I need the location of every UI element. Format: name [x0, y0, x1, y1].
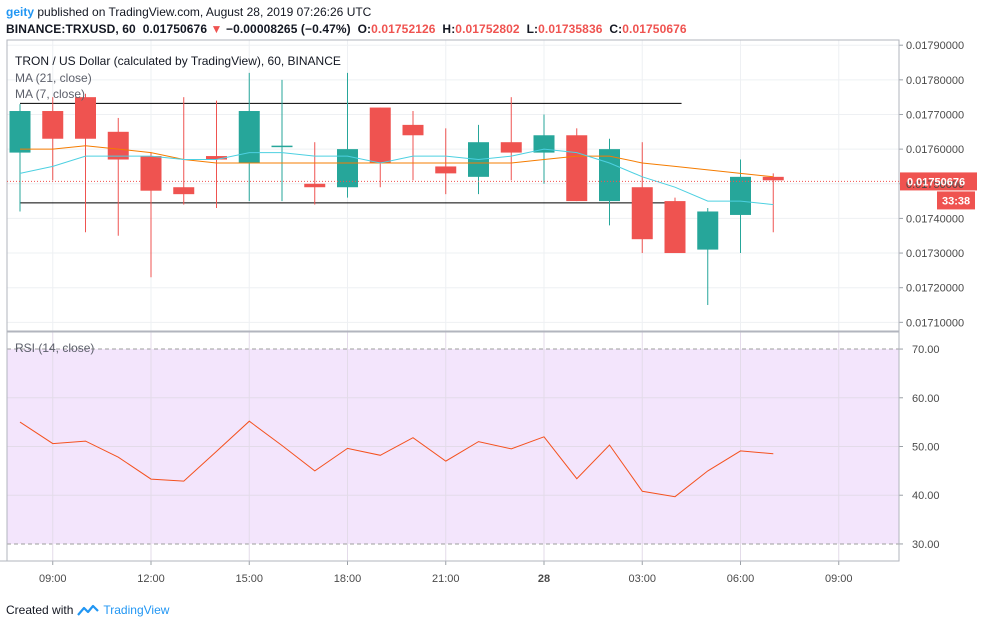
candle-body [238, 111, 260, 163]
candle-body [762, 176, 784, 181]
price-axis-tick-label: 0.01770000 [906, 109, 964, 121]
time-axis-tick-label: 03:00 [628, 573, 656, 585]
price-axis-tick-label: 0.01740000 [906, 213, 964, 225]
ma21-line [20, 145, 774, 178]
candle-body [337, 149, 358, 188]
rsi-axis-tick-label: 60.00 [912, 393, 940, 405]
high-label: H: [442, 22, 456, 36]
created-with-text: Created with [6, 603, 74, 617]
axes [0, 39, 977, 565]
candle-body [173, 187, 195, 195]
candle-body [402, 124, 424, 136]
candle-body [533, 135, 555, 153]
candle-body [107, 131, 129, 160]
publish-date-text: published on TradingView.com, August 28,… [34, 5, 372, 19]
price-axis-tick-label: 0.01710000 [906, 317, 964, 329]
down-arrow-icon: ▼ [210, 22, 223, 36]
grid [7, 40, 899, 561]
ma7-line [19, 148, 774, 206]
time-axis-tick-label: 28 [538, 573, 550, 585]
time-axis-tick-label: 09:00 [825, 573, 853, 585]
close-label: C: [609, 22, 623, 36]
price-axis-tick-label: 0.01720000 [906, 283, 964, 295]
candle-body [599, 149, 620, 202]
candle-body [500, 142, 522, 153]
open-label: O: [357, 22, 372, 36]
time-axis-tick-label: 09:00 [39, 573, 67, 585]
rsi-axis-tick-label: 40.00 [912, 490, 940, 502]
price-axis-tick-label: 0.01780000 [906, 75, 964, 87]
ohlc-header: BINANCE:TRXUSD, 60 0.01750676 ▼ −0.00008… [6, 22, 687, 36]
price-axis-tick-label: 0.01790000 [906, 40, 964, 52]
chart-canvas[interactable]: 0.01710000 0.01720000 0.01730000 0.01740000… [0, 0, 987, 600]
countdown-tag [937, 191, 975, 210]
candle-body [75, 97, 96, 139]
low-label: L: [526, 22, 539, 36]
candle-body [42, 111, 64, 139]
time-axis-tick-label: 12:00 [137, 573, 165, 585]
time-axis-tick-label: 21:00 [432, 573, 460, 585]
tradingview-brand[interactable]: TradingView [103, 603, 170, 617]
high-value: 0.01752802 [455, 22, 520, 36]
rsi-axis-tick-label: 30.00 [912, 539, 940, 551]
rsi-axis-tick-label: 70.00 [912, 344, 940, 356]
candle-body [140, 156, 162, 191]
candle-body [730, 176, 751, 215]
price-axis-tick-label: 0.01750000 [906, 179, 964, 191]
candle-body [369, 107, 391, 163]
publisher-username[interactable]: geity [6, 5, 35, 19]
time-axis-tick-label: 18:00 [334, 573, 362, 585]
candle-body [566, 135, 588, 202]
tradingview-logo-icon [77, 604, 100, 616]
countdown-text: 33:38 [942, 195, 970, 207]
candle-body [631, 187, 653, 240]
candle-body [271, 145, 293, 148]
low-value: 0.01735836 [538, 22, 603, 36]
price-axis-tick-label: 0.01760000 [906, 144, 964, 156]
price-pane-frame [6, 39, 900, 332]
footer: Created with TradingView [6, 603, 169, 617]
price-axis-tick-label: 0.01730000 [906, 248, 964, 260]
ma7-legend: MA (7, close) [15, 87, 85, 101]
candle-bodies [9, 97, 784, 254]
rsi-line [19, 420, 774, 498]
close-value: 0.01750676 [622, 22, 687, 36]
candle-body [304, 183, 326, 188]
symbol-text: BINANCE:TRXUSD, 60 [6, 22, 136, 36]
publish-info: geity published on TradingView.com, Augu… [6, 5, 371, 19]
time-axis-tick-label: 06:00 [727, 573, 755, 585]
candle-body [9, 111, 31, 153]
candle-body [435, 166, 457, 174]
candle-body [664, 201, 686, 254]
candle-wicks [19, 72, 774, 306]
labels: 0.01710000 0.01720000 0.01730000 0.01740000… [15, 40, 970, 585]
last-price-text: 0.01750676 [142, 22, 208, 36]
last-price-tag-text: 0.01750676 [907, 176, 965, 188]
candle-body [206, 156, 227, 160]
open-value: 0.01752126 [371, 22, 436, 36]
time-axis-tick-label: 15:00 [235, 573, 263, 585]
rsi-pane-title: RSI (14, close) [15, 341, 94, 355]
horizontal-lines [20, 102, 682, 204]
candle-body [697, 211, 719, 250]
price-pane-title: TRON / US Dollar (calculated by TradingV… [15, 54, 341, 68]
ma21-legend: MA (21, close) [15, 71, 92, 85]
rsi-axis-tick-label: 50.00 [912, 442, 940, 454]
change-text: −0.00008265 (−0.47%) [225, 22, 351, 36]
last-price-tag [900, 172, 977, 191]
